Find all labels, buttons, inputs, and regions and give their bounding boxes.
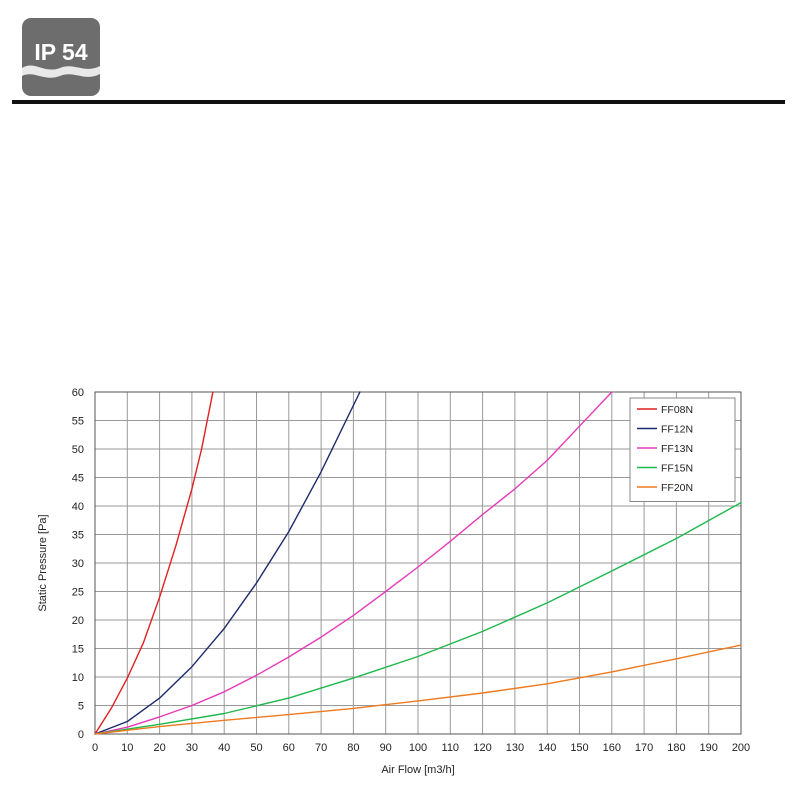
y-tick-label: 15 [72,644,84,656]
x-tick-label: 130 [506,742,524,754]
ip54-badge: IP 54 [22,18,100,96]
y-tick-label: 20 [72,615,84,627]
y-axis-label: Static Pressure [Pa] [37,514,49,611]
y-tick-label: 10 [72,672,84,684]
x-tick-label: 50 [250,742,262,754]
ip54-badge-text: IP 54 [34,39,87,65]
legend-label: FF13N [661,443,693,455]
plot-frame [94,391,742,735]
x-tick-label: 160 [603,742,621,754]
series-line-ff12n [94,391,361,735]
legend-label: FF20N [661,482,693,494]
y-tick-label: 25 [72,587,84,599]
x-tick-label: 180 [667,742,685,754]
series-layer [94,391,742,735]
x-tick-label: 110 [442,742,460,754]
series-line-ff13n [94,391,613,735]
x-axis-label: Air Flow [m3/h] [381,764,454,776]
x-tick-label: 60 [283,742,295,754]
y-tick-label: 5 [78,701,84,713]
x-tick-label: 0 [92,742,98,754]
y-tick-label: 40 [72,501,84,513]
y-tick-label: 60 [72,387,84,399]
x-tick-label: 30 [186,742,198,754]
ip54-badge-wave [22,65,100,78]
x-tick-label: 100 [409,742,427,754]
y-tick-label: 0 [78,729,84,741]
x-tick-labels: 0 10 20 30 40 50 60 70 80 90 100 110 120 130 140 150 160… [92,742,750,754]
x-tick-label: 120 [473,742,491,754]
x-tick-label: 90 [380,742,392,754]
x-tick-label: 10 [121,742,133,754]
series-line-ff15n [94,501,742,735]
plot-border [94,391,742,735]
legend-label: FF15N [661,463,693,475]
chart-grid [94,391,742,735]
x-tick-label: 170 [635,742,653,754]
legend-box [629,397,736,502]
y-tick-label: 35 [72,530,84,542]
legend-label: FF12N [661,424,693,436]
x-tick-label: 40 [218,742,230,754]
header-rule [12,100,785,104]
y-tick-label: 30 [72,558,84,570]
y-tick-label: 45 [72,473,84,485]
x-tick-label: 140 [538,742,556,754]
x-tick-label: 200 [732,742,750,754]
y-tick-label: 50 [72,444,84,456]
y-tick-labels: 0 5 10 15 20 25 30 35 40 45 50 55 60 [72,387,84,741]
ip54-badge-background [22,18,100,96]
x-tick-label: 70 [315,742,327,754]
series-line-ff20n [94,644,742,735]
x-tick-label: 190 [700,742,718,754]
legend-label: FF08N [661,404,693,416]
x-tick-label: 150 [570,742,588,754]
x-tick-label: 20 [153,742,165,754]
series-line-ff08n [94,391,214,735]
legend: FF08N FF12N FF13N FF15N FF20N [629,397,736,502]
x-tick-label: 80 [347,742,359,754]
y-tick-label: 55 [72,416,84,428]
